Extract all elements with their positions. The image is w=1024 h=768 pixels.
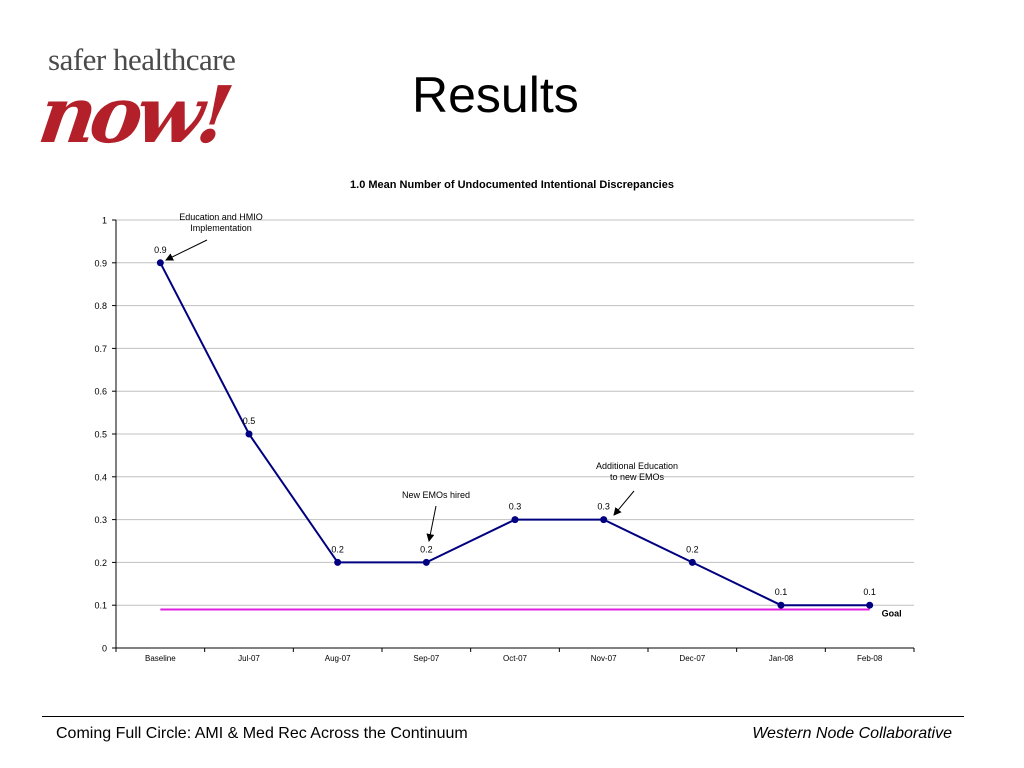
y-tick-label: 0.4 xyxy=(94,472,107,482)
x-tick-label: Jul-07 xyxy=(238,654,260,663)
footer-presentation-title: Coming Full Circle: AMI & Med Rec Across… xyxy=(56,725,468,742)
data-point xyxy=(156,259,164,267)
data-label: 0.1 xyxy=(863,587,876,597)
y-tick-label: 0.1 xyxy=(94,601,107,611)
data-point xyxy=(688,558,696,566)
slide-title: Results xyxy=(412,67,579,123)
annotation-arrow xyxy=(426,505,437,542)
data-label: 0.2 xyxy=(331,544,344,554)
safer-healthcare-now-logo: safer healthcare now! xyxy=(34,30,265,165)
logo-text-top: safer healthcare xyxy=(48,42,236,77)
x-tick-label: Baseline xyxy=(145,654,176,663)
footer-divider xyxy=(42,716,964,717)
data-label: 0.3 xyxy=(597,502,610,512)
data-point xyxy=(777,601,785,609)
annotation-text: Additional Education xyxy=(596,461,678,471)
data-label: 0.9 xyxy=(154,245,167,255)
annotation-arrow xyxy=(165,239,208,261)
y-tick-label: 0 xyxy=(102,644,107,654)
y-tick-label: 0.7 xyxy=(94,344,107,354)
y-tick-label: 0.6 xyxy=(94,387,107,397)
annotation-text: Education and HMIO xyxy=(179,212,263,222)
data-point xyxy=(334,558,342,566)
data-label: 0.2 xyxy=(686,544,699,554)
y-tick-label: 0.5 xyxy=(94,430,107,440)
chart-title: 1.0 Mean Number of Undocumented Intentio… xyxy=(350,179,674,191)
data-point xyxy=(866,601,874,609)
y-tick-label: 0.8 xyxy=(94,301,107,311)
x-tick-label: Jan-08 xyxy=(769,654,794,663)
goal-label: Goal xyxy=(882,608,902,618)
y-tick-label: 0.2 xyxy=(94,558,107,568)
y-tick-label: 0.3 xyxy=(94,515,107,525)
data-point xyxy=(422,558,430,566)
y-tick-label: 0.9 xyxy=(94,258,107,268)
annotation-text: Implementation xyxy=(190,223,252,233)
annotation-text: to new EMOs xyxy=(610,472,665,482)
data-label: 0.3 xyxy=(509,502,522,512)
data-label: 0.2 xyxy=(420,544,433,554)
x-tick-label: Dec-07 xyxy=(679,654,705,663)
data-label: 0.5 xyxy=(243,416,256,426)
data-point xyxy=(245,430,253,438)
data-label: 0.1 xyxy=(775,587,788,597)
data-point xyxy=(511,516,519,524)
x-tick-label: Feb-08 xyxy=(857,654,883,663)
x-tick-label: Sep-07 xyxy=(413,654,439,663)
data-point xyxy=(600,516,608,524)
footer-organization: Western Node Collaborative xyxy=(752,725,952,742)
x-tick-label: Nov-07 xyxy=(591,654,617,663)
annotation-text: New EMOs hired xyxy=(402,490,470,500)
x-tick-label: Aug-07 xyxy=(325,654,351,663)
x-tick-label: Oct-07 xyxy=(503,654,528,663)
annotation-arrow xyxy=(613,490,635,516)
y-tick-label: 1 xyxy=(102,216,107,226)
